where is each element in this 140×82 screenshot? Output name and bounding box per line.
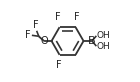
Text: F: F — [55, 60, 61, 70]
Text: F: F — [74, 12, 80, 22]
Text: OH: OH — [96, 31, 110, 40]
Text: F: F — [25, 30, 31, 40]
Text: B: B — [88, 36, 95, 46]
Text: F: F — [55, 12, 61, 22]
Text: OH: OH — [96, 42, 110, 51]
Text: O: O — [40, 36, 48, 46]
Text: F: F — [33, 20, 39, 30]
